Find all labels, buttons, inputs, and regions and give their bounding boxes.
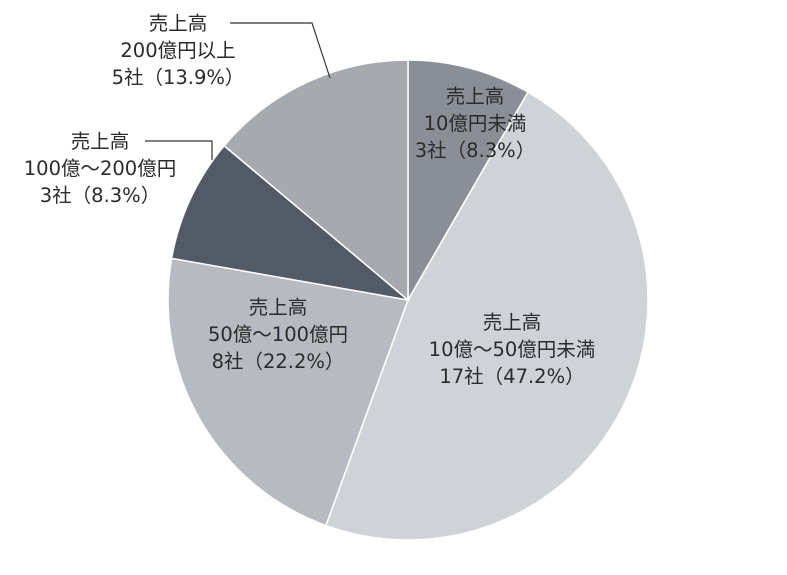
slice-label-0: 売上高 10億円未満 3社（8.3%） (415, 85, 535, 162)
slice-label-1-line-0: 売上高 (483, 311, 542, 334)
slice-label-0-line-0: 売上高 (446, 85, 505, 108)
slice-label-1-line-1: 10億～50億円未満 (429, 338, 596, 361)
slice-label-3-line-0: 売上高 (71, 130, 130, 153)
slice-label-1-line-2: 17社（47.2%） (439, 365, 584, 388)
slice-label-0-line-2: 3社（8.3%） (415, 139, 535, 162)
slice-label-0-line-1: 10億円未満 (424, 112, 527, 135)
slice-label-2-line-1: 50億～100億円 (208, 323, 348, 346)
leader-line-4 (230, 22, 331, 79)
slice-label-3: 売上高 100億～200億円 3社（8.3%） (24, 130, 176, 207)
pie-slice-4 (223, 59, 409, 302)
slice-labels: 売上高 10億円未満 3社（8.3%） 売上高 10億～50億円未満 17社（47.2%）… (24, 12, 596, 388)
pie-slice-3 (170, 144, 411, 302)
slice-label-4-line-0: 売上高 (149, 12, 208, 35)
leader-line-3 (145, 140, 213, 160)
slice-label-4: 売上高 200億円以上 5社（13.9%） (112, 12, 245, 89)
leader-lines (145, 22, 331, 160)
slice-label-2: 売上高 50億～100億円 8社（22.2%） (208, 296, 348, 373)
pie-slice-0 (407, 59, 530, 303)
slice-label-3-line-1: 100億～200億円 (24, 157, 176, 180)
pie-slices (167, 59, 649, 541)
pie-slice-2 (167, 257, 410, 527)
slice-label-3-line-2: 3社（8.3%） (40, 184, 160, 207)
slice-label-4-line-2: 5社（13.9%） (112, 66, 245, 89)
pie-slice-1 (324, 91, 649, 541)
slice-label-2-line-0: 売上高 (249, 296, 308, 319)
slice-label-2-line-2: 8社（22.2%） (212, 350, 345, 373)
slice-label-1: 売上高 10億～50億円未満 17社（47.2%） (429, 311, 596, 388)
slice-label-4-line-1: 200億円以上 (120, 39, 235, 62)
